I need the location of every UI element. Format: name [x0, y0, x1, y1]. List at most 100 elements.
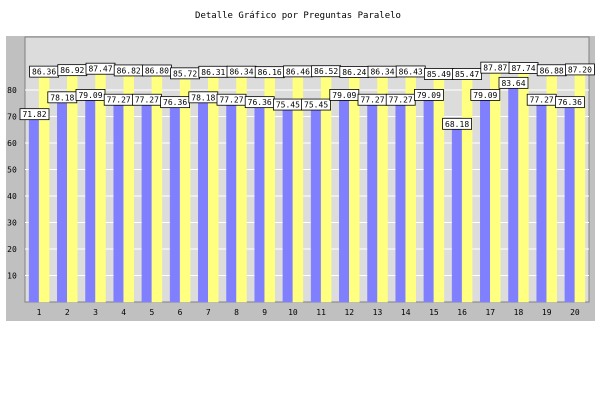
- data-label: 86.43: [399, 67, 423, 76]
- data-label: 76.36: [558, 98, 582, 107]
- bar-series-1: [113, 96, 124, 303]
- y-tick-label: 80: [7, 86, 17, 95]
- data-label-box: [442, 117, 473, 130]
- bar-series-2: [377, 72, 388, 303]
- data-label: 85.72: [173, 69, 197, 78]
- data-label: 68.18: [445, 120, 469, 129]
- data-label: 75.45: [304, 101, 328, 110]
- y-axis-ticks: 10 20 30 40 50 60 70 80: [7, 86, 17, 281]
- data-label: 86.80: [145, 66, 169, 75]
- data-label: 86.24: [342, 68, 366, 77]
- data-label-box: [19, 108, 50, 121]
- bar-series-1: [564, 99, 576, 303]
- bar-series-1: [57, 94, 68, 303]
- bar-series-1: [282, 101, 294, 303]
- x-tick-label: 9: [262, 308, 267, 317]
- data-label: 87.87: [483, 64, 507, 73]
- bar-series-2: [433, 75, 445, 303]
- bar-series-1: [367, 96, 378, 303]
- y-tick-label: 30: [7, 219, 17, 228]
- data-label-box: [452, 68, 483, 80]
- bar-series-2: [38, 72, 50, 303]
- bar-series-1: [536, 96, 547, 303]
- chart-title: Detalle Gráfico por Preguntas Paralelo: [195, 11, 401, 21]
- data-label: 77.27: [219, 96, 243, 105]
- data-label: 86.34: [229, 68, 253, 77]
- bar-series-2: [461, 75, 473, 303]
- data-label: 86.82: [117, 66, 141, 75]
- x-tick-label: 19: [542, 308, 552, 317]
- data-label-box: [470, 89, 501, 101]
- x-tick-label: 10: [288, 308, 298, 317]
- data-label: 77.27: [389, 96, 413, 105]
- bar-series-1: [508, 80, 519, 303]
- bar-series-1: [423, 92, 435, 303]
- data-label: 87.20: [568, 65, 592, 74]
- x-tick-label: 5: [149, 308, 154, 317]
- x-tick-label: 1: [37, 308, 42, 317]
- x-tick-label: 13: [373, 308, 383, 317]
- bar-series-1: [395, 96, 406, 303]
- data-label: 78.18: [50, 93, 74, 102]
- data-label: 86.92: [60, 66, 84, 75]
- data-label: 77.27: [360, 96, 384, 105]
- bar-series-1: [85, 92, 96, 303]
- x-tick-label: 3: [93, 308, 98, 317]
- data-label-box: [301, 98, 332, 111]
- data-label: 86.31: [201, 68, 225, 77]
- x-tick-label: 11: [316, 308, 326, 317]
- data-label: 75.45: [276, 101, 300, 110]
- y-tick-label: 10: [7, 272, 17, 281]
- data-label: 79.09: [473, 91, 497, 100]
- x-tick-label: 7: [206, 308, 211, 317]
- bar-series-1: [480, 92, 491, 303]
- x-tick-label: 18: [514, 308, 524, 317]
- x-tick-label: 20: [570, 308, 580, 317]
- data-label: 77.27: [135, 96, 159, 105]
- bar-series-1: [28, 111, 40, 303]
- data-labels: 71.82 86.36 78.18 86.92 79.09 87.47 77.27 86.82…: [19, 61, 595, 130]
- data-label: 87.47: [88, 65, 112, 74]
- data-label-box: [565, 63, 595, 76]
- x-tick-label: 2: [65, 308, 70, 317]
- bar-series-1: [254, 99, 265, 303]
- x-tick-label: 8: [234, 308, 239, 317]
- bar-series-2: [67, 71, 78, 303]
- bar-series-1: [226, 96, 237, 303]
- data-label: 85.47: [455, 70, 479, 79]
- y-tick-label: 50: [7, 166, 17, 175]
- data-label: 79.09: [332, 91, 356, 100]
- bar-series-1: [169, 99, 181, 303]
- data-label: 86.36: [32, 68, 56, 77]
- x-tick-label: 6: [178, 308, 183, 317]
- data-label: 86.16: [258, 68, 282, 77]
- bar-series-1: [451, 121, 463, 303]
- data-label: 71.82: [22, 110, 46, 119]
- data-label: 77.27: [107, 96, 131, 105]
- y-tick-label: 70: [7, 113, 17, 122]
- data-label-box: [555, 96, 585, 109]
- y-tick-label: 20: [7, 245, 17, 254]
- data-label: 87.74: [511, 64, 535, 73]
- y-tick-label: 40: [7, 192, 17, 201]
- data-label: 79.09: [78, 91, 102, 100]
- data-label: 85.49: [427, 70, 451, 79]
- x-tick-label: 16: [457, 308, 467, 317]
- data-label: 78.18: [191, 93, 215, 102]
- bar-series-1: [339, 92, 350, 303]
- data-label: 83.64: [501, 79, 525, 88]
- data-label: 79.09: [417, 91, 441, 100]
- data-label: 86.52: [314, 67, 338, 76]
- x-tick-label: 14: [401, 308, 411, 317]
- bar-series-2: [490, 68, 501, 303]
- bar-series-2: [405, 72, 416, 303]
- data-label-box: [413, 89, 444, 101]
- x-tick-label: 12: [344, 308, 354, 317]
- bar-series-2: [208, 73, 219, 303]
- data-label: 76.36: [248, 98, 272, 107]
- bar-series-2: [123, 71, 134, 303]
- bar-series-1: [310, 101, 322, 303]
- bar-series-1: [141, 96, 153, 303]
- data-label: 76.36: [163, 98, 187, 107]
